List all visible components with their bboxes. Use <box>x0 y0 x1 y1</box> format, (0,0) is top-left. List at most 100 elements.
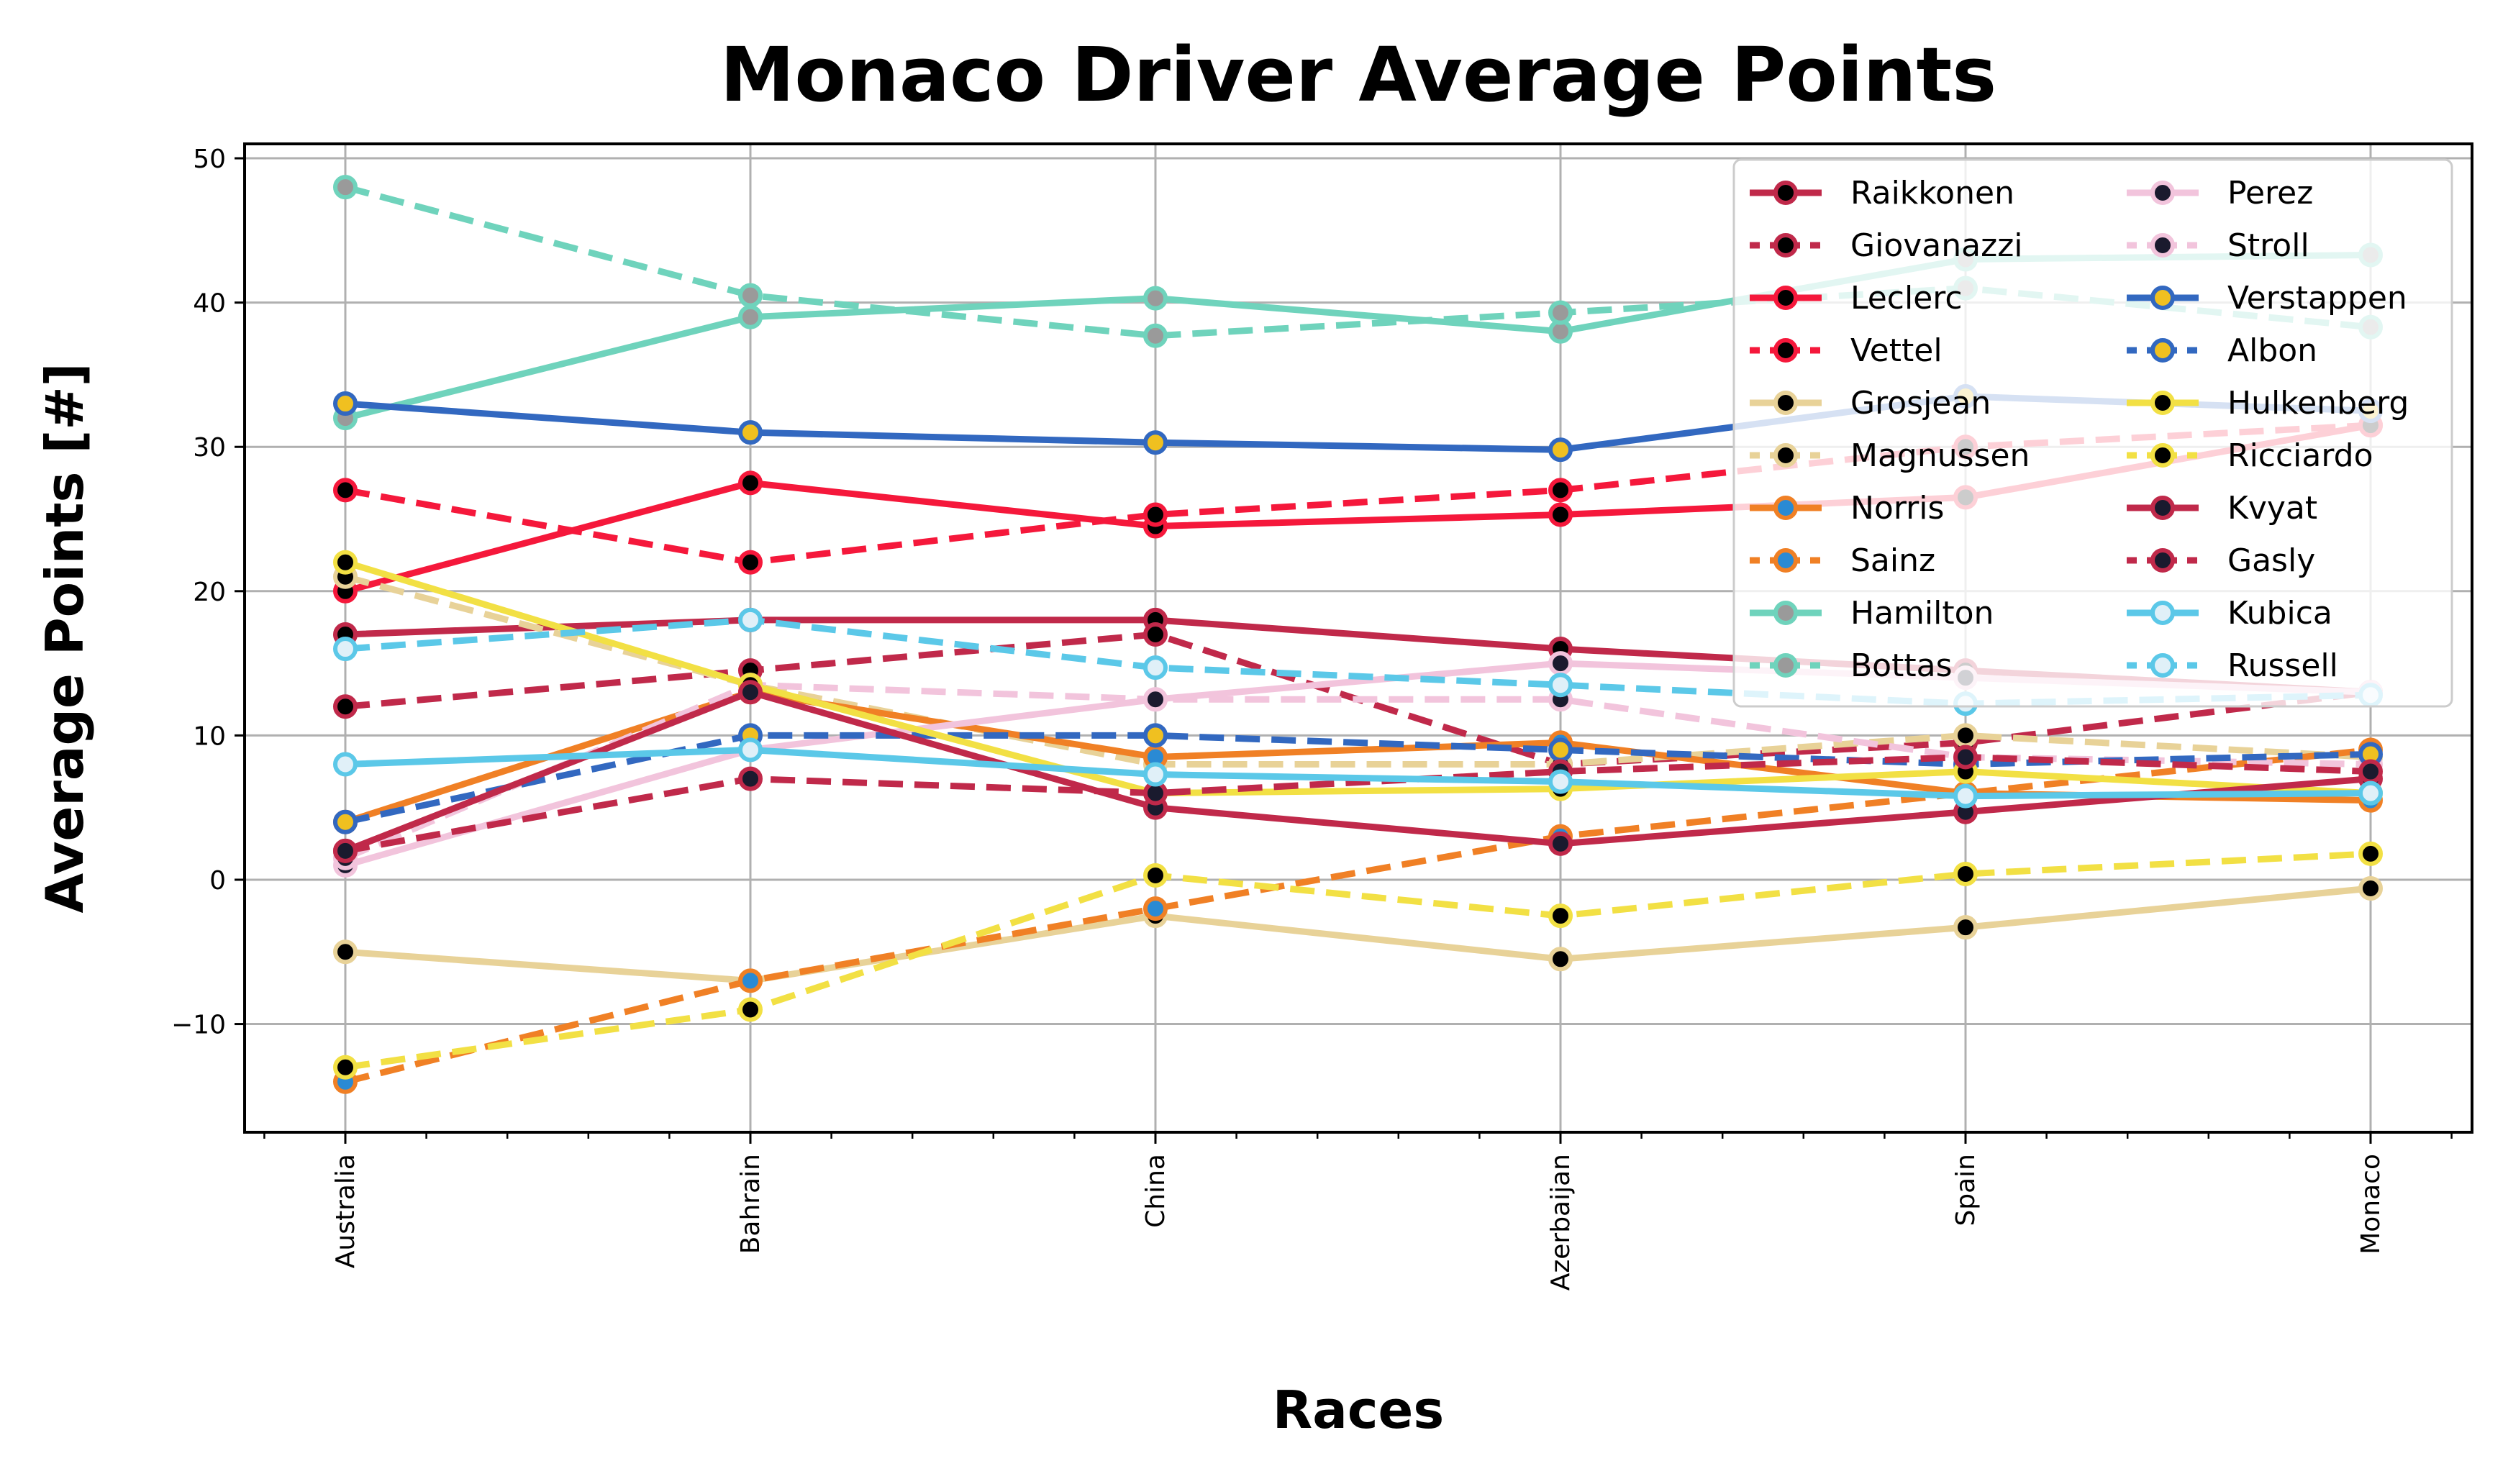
legend-label: Vettel <box>1850 332 1943 369</box>
data-point <box>333 809 358 834</box>
data-point <box>1548 947 1573 972</box>
legend-item: Bottas <box>1750 647 1953 684</box>
y-tick-label: 10 <box>193 721 226 751</box>
x-tick-label: Monaco <box>2356 1154 2386 1255</box>
legend-item: Gasly <box>2127 542 2315 579</box>
series-kubica <box>333 737 2383 809</box>
legend-marker <box>1773 338 1798 363</box>
legend-item: Stroll <box>2127 227 2309 264</box>
data-point <box>333 939 358 965</box>
legend-label: Perez <box>2227 175 2313 211</box>
legend-marker <box>2150 391 2175 415</box>
data-point <box>1548 903 1573 929</box>
data-point <box>2358 841 2383 866</box>
data-point <box>738 680 763 705</box>
legend-marker <box>1773 496 1798 520</box>
data-point <box>1143 502 1168 527</box>
legend-item: Albon <box>2127 332 2317 369</box>
legend-item: Verstappen <box>2127 280 2407 317</box>
data-point <box>1143 762 1168 787</box>
y-tick-label: 40 <box>193 289 226 319</box>
data-point <box>1143 430 1168 455</box>
legend-item: Magnussen <box>1750 437 2030 474</box>
series-line <box>344 559 2371 797</box>
legend-marker <box>2150 443 2175 468</box>
legend-label: Kubica <box>2227 595 2332 632</box>
legend-label: Leclerc <box>1850 280 1963 317</box>
data-point <box>333 478 358 503</box>
data-point <box>738 283 763 308</box>
legend-marker <box>2150 286 2175 310</box>
data-point <box>2358 759 2383 784</box>
legend-label: Norris <box>1850 490 1944 527</box>
series-kvyat <box>333 680 2383 863</box>
data-point <box>1953 915 1978 940</box>
data-point <box>1953 783 1978 809</box>
legend-item: Kvyat <box>2127 490 2317 527</box>
series-line <box>345 885 2371 984</box>
series-grosjean <box>333 876 2383 993</box>
legend-marker <box>2150 653 2175 678</box>
series-line <box>344 681 2371 862</box>
legend-label: Hamilton <box>1850 595 1994 632</box>
data-point <box>333 752 358 777</box>
legend-item: Russell <box>2127 647 2338 684</box>
legend-item: Perez <box>2127 175 2313 211</box>
series-line <box>344 688 2371 855</box>
series-line <box>344 746 2371 1085</box>
data-point <box>1143 655 1168 680</box>
data-point <box>1143 323 1168 348</box>
legend-label: Sainz <box>1850 542 1935 579</box>
data-point <box>1143 687 1168 712</box>
data-point <box>1548 478 1573 503</box>
data-point <box>738 997 763 1022</box>
legend-marker <box>2150 496 2175 520</box>
data-point <box>738 420 763 445</box>
legend-item: Hulkenberg <box>2127 385 2409 422</box>
y-tick-label: 20 <box>193 578 226 607</box>
legend-label: Bottas <box>1850 647 1953 684</box>
legend-label: Kvyat <box>2227 490 2317 527</box>
legend-item: Grosjean <box>1750 385 1991 422</box>
series-line <box>345 850 2371 1071</box>
legend-item: Vettel <box>1750 332 1943 369</box>
legend-label: Russell <box>2227 647 2338 684</box>
x-tick-label: China <box>1141 1154 1171 1228</box>
data-point <box>738 304 763 329</box>
data-point <box>1548 437 1573 463</box>
data-point <box>1143 862 1168 888</box>
legend-item: Giovanazzi <box>1750 227 2023 264</box>
series-line <box>344 573 2371 768</box>
x-tick-label: Australia <box>331 1154 360 1268</box>
series-line <box>345 753 2371 855</box>
legend-marker <box>2150 233 2175 258</box>
data-point <box>738 470 763 496</box>
legend-marker <box>1773 286 1798 310</box>
y-tick-label: 0 <box>209 866 226 896</box>
data-point <box>738 607 763 632</box>
data-point <box>738 737 763 763</box>
data-point <box>1548 651 1573 676</box>
legend-marker <box>2150 601 2175 625</box>
x-tick-label: Spain <box>1951 1154 1981 1226</box>
legend-marker <box>1773 391 1798 415</box>
legend-marker <box>2150 181 2175 205</box>
legend-box <box>1732 158 2453 708</box>
data-point <box>1143 723 1168 748</box>
legend-marker <box>1773 233 1798 258</box>
chart-title: Monaco Driver Average Points <box>720 31 1996 119</box>
legend-item: Raikkonen <box>1750 175 2014 211</box>
legend-marker <box>2150 338 2175 363</box>
legend-marker <box>1773 548 1798 573</box>
plot-frame <box>243 142 2473 1134</box>
legend-label: Raikkonen <box>1850 175 2014 211</box>
data-point <box>1953 861 1978 886</box>
legend-label: Verstappen <box>2227 280 2407 317</box>
data-point <box>1548 737 1573 763</box>
data-point <box>1548 831 1573 856</box>
y-axis-ticks: −10 0 10 20 30 40 50 <box>171 145 245 1040</box>
data-point <box>2358 780 2383 806</box>
data-point <box>333 694 358 719</box>
data-point <box>333 637 358 662</box>
data-point <box>1143 896 1168 921</box>
